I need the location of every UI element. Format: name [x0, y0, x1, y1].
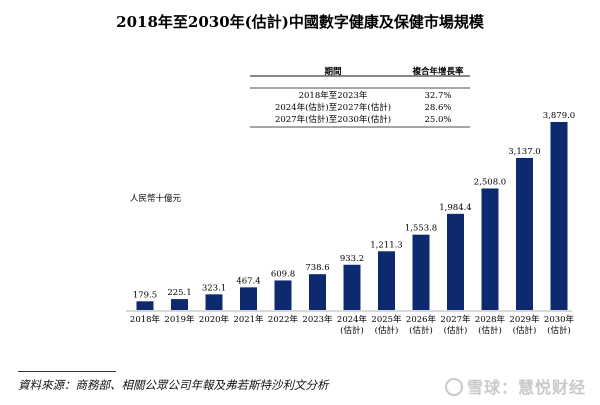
- cagr-header-period: 期間: [324, 66, 341, 77]
- bar: [240, 287, 257, 310]
- bar: [171, 299, 188, 310]
- x-tick-label: 2020年: [199, 314, 230, 325]
- x-tick-label: 2025年(估計): [371, 314, 402, 336]
- bar-value-label: 179.5: [133, 290, 157, 300]
- bar: [447, 213, 464, 310]
- bar: [309, 274, 326, 310]
- watermark: 雪球：慧悦财经: [444, 374, 586, 398]
- bar-value-label: 2,508.0: [474, 177, 506, 187]
- x-tick-label: 2026年(估計): [406, 314, 437, 336]
- bar-value-label: 609.8: [271, 269, 295, 279]
- cagr-row-period: 2027年(估計)至2030年(估計): [275, 114, 391, 125]
- x-tick-label: 2028年(估計): [475, 314, 506, 336]
- bar-value-label: 1,211.3: [370, 240, 402, 250]
- cagr-row-rate: 25.0%: [424, 115, 451, 125]
- x-tick-label: 2030年(估計): [544, 314, 575, 336]
- bar-value-label: 467.4: [236, 276, 260, 286]
- x-tick-label: 2022年: [268, 314, 299, 325]
- snowball-logo-icon: [444, 378, 463, 396]
- cagr-header-rate: 複合年增長率: [411, 66, 464, 77]
- value-labels-layer: 179.5 225.1 323.1 467.4 609.8 738.6 933.2 1,211…: [133, 111, 575, 300]
- bar: [274, 280, 292, 310]
- cagr-table: 期間 複合年增長率 2018年至2023年 32.7% 2024年(估計)至20…: [250, 66, 470, 128]
- watermark-text: 雪球：慧悦财经: [466, 378, 586, 397]
- cagr-row-period: 2018年至2023年: [299, 90, 368, 101]
- bar: [378, 251, 395, 310]
- bar-value-label: 323.1: [202, 283, 226, 293]
- bar: [343, 264, 361, 310]
- x-tick-label: 2018年: [130, 314, 161, 325]
- x-tick-label: 2024年(估計): [337, 314, 368, 336]
- bar-value-label: 1,984.4: [439, 203, 471, 213]
- bar-value-label: 3,137.0: [508, 147, 540, 157]
- bar-value-label: 933.2: [340, 254, 364, 264]
- bar: [550, 122, 568, 310]
- cagr-row-period: 2024年(估計)至2027年(估計): [275, 102, 391, 113]
- source-divider: [18, 371, 116, 372]
- bar-value-label: 3,879.0: [543, 111, 575, 121]
- x-tick-label: 2029年(估計): [509, 314, 540, 336]
- bar-value-label: 738.6: [305, 263, 329, 273]
- bar: [205, 294, 223, 310]
- chart-title: 2018年至2030年(估計)中國數字健康及保健市場規模: [116, 13, 485, 31]
- cagr-row-rate: 28.6%: [424, 103, 451, 113]
- bars-layer: [136, 122, 568, 310]
- x-tick-label: 2019年: [164, 314, 195, 325]
- bar: [412, 234, 430, 310]
- bar: [481, 188, 499, 310]
- x-tick-label: 2027年(估計): [440, 314, 471, 336]
- source-note: 資料來源：商務部、相關公眾公司年報及弗若斯特沙利文分析: [18, 378, 329, 392]
- bar-value-label: 225.1: [167, 288, 191, 298]
- y-axis-label: 人民幣十億元: [130, 193, 182, 204]
- bar-value-label: 1,553.8: [405, 224, 437, 234]
- bar: [516, 157, 533, 310]
- bar: [136, 301, 154, 310]
- cagr-row-rate: 32.7%: [424, 91, 451, 101]
- x-tick-label: 2023年: [302, 314, 333, 325]
- x-tick-labels-layer: 2018年 2019年 2020年 2021年 2022年 2023年 2024年(估計)2…: [130, 314, 575, 336]
- x-tick-label: 2021年: [233, 314, 264, 325]
